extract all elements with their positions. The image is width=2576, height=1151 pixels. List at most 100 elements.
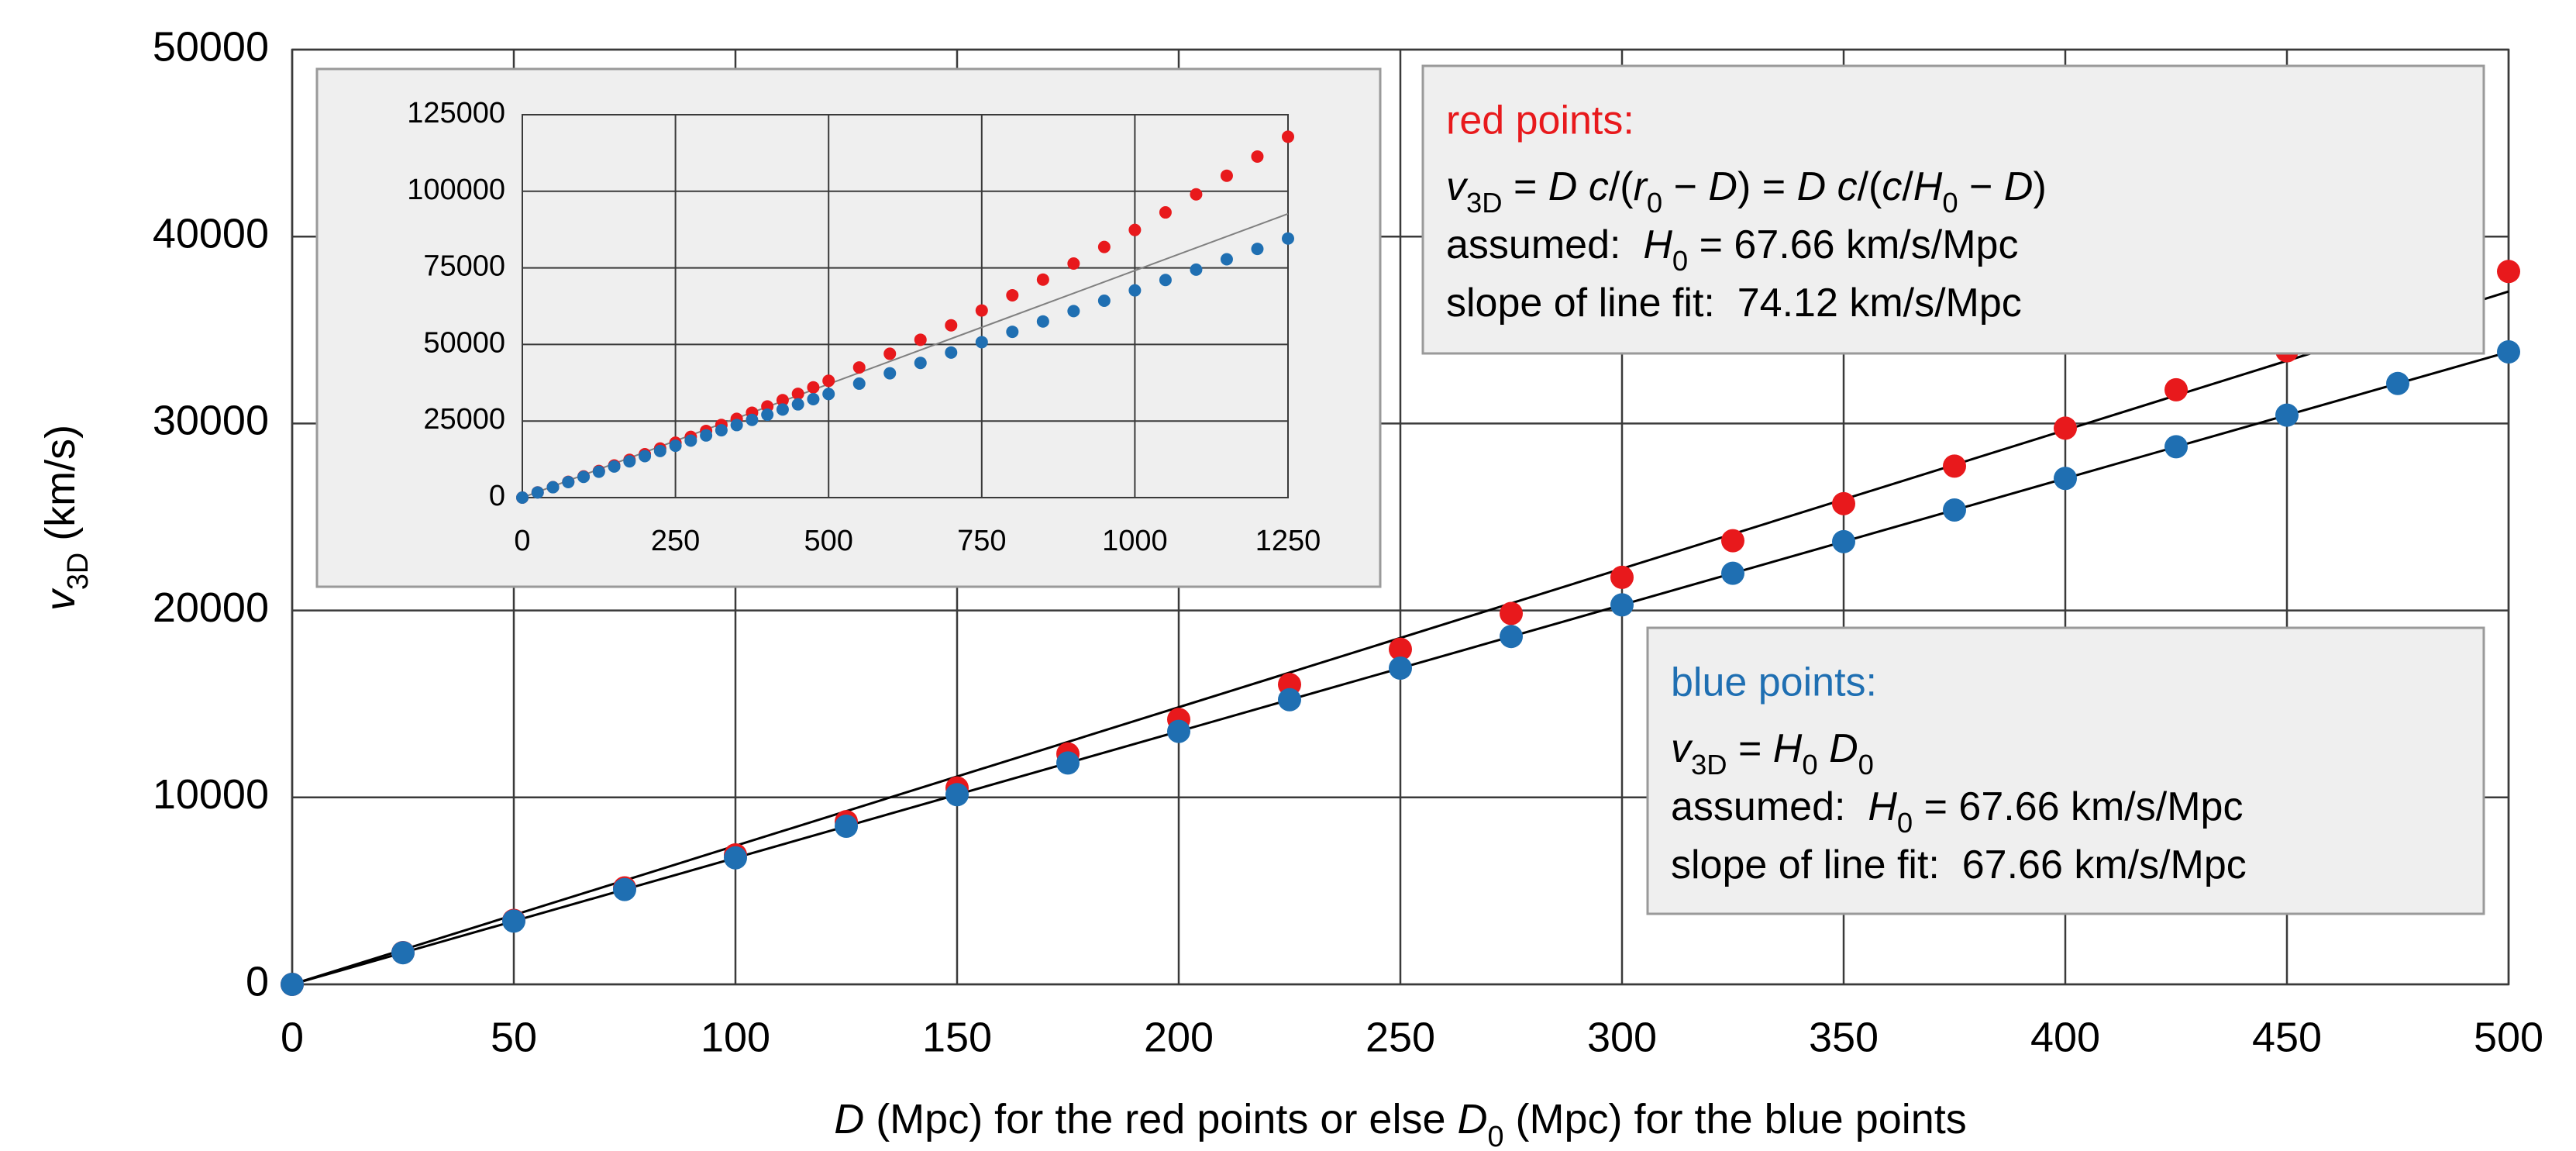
data-point <box>623 455 636 468</box>
text-segment: v <box>1671 726 1693 771</box>
data-point <box>883 367 897 380</box>
x-tick-label: 100 <box>701 1014 770 1060</box>
text-segment: slope of line fit: 74.12 km/s/Mpc <box>1446 281 2022 326</box>
data-point <box>562 475 575 488</box>
text-segment: 3D <box>1466 187 1503 219</box>
plot-frame <box>291 48 2510 986</box>
data-point <box>1389 656 1412 681</box>
data-point <box>1500 601 1523 625</box>
data-point <box>1389 637 1412 661</box>
text-segment: 0 <box>1672 245 1688 277</box>
text-segment: 0 <box>1942 187 1958 219</box>
text-segment: = 67.66 km/s/Mpc <box>1913 784 2243 829</box>
data-point <box>791 398 804 411</box>
x-tick-label: 200 <box>1144 1014 1214 1060</box>
x-tick-label: 1000 <box>1102 525 1168 557</box>
data-point <box>2164 435 2188 459</box>
data-point <box>1006 326 1019 339</box>
text-segment: /( <box>1609 164 1634 209</box>
data-point <box>730 419 743 432</box>
data-point <box>281 973 304 996</box>
text-segment: /( <box>1858 164 1882 209</box>
text-segment: v <box>1446 164 1469 209</box>
text-segment: D <box>2004 164 2034 209</box>
data-point <box>684 434 697 447</box>
data-point <box>546 481 560 494</box>
text-segment: assumed: <box>1446 222 1643 267</box>
text-segment: H <box>1773 726 1803 771</box>
data-point <box>791 388 804 401</box>
annotation-line: slope of line fit: 67.66 km/s/Mpc <box>1671 843 2247 887</box>
x-tick-label: 1250 <box>1255 525 1321 557</box>
text-segment: 0 <box>1488 1121 1504 1151</box>
data-point <box>822 388 835 401</box>
text-segment: r <box>1634 164 1649 209</box>
plot-frame <box>522 114 1289 498</box>
data-point <box>2275 403 2299 427</box>
text-segment <box>1577 164 1588 209</box>
x-tick-label: 400 <box>2030 1014 2100 1060</box>
text-segment: = <box>1727 726 1773 771</box>
text-segment: (Mpc) for the red points or else <box>864 1096 1457 1142</box>
annotation-line: v3D = D c/(r0 − D) = D c/(c/H0 − D) <box>1446 164 2047 219</box>
annotation-line: assumed: H0 = 67.66 km/s/Mpc <box>1671 784 2243 839</box>
data-point <box>1832 491 1855 515</box>
data-point <box>2054 467 2077 491</box>
data-point <box>975 304 988 317</box>
data-point <box>516 491 529 504</box>
data-point <box>715 424 728 437</box>
text-segment: slope of line fit: 67.66 km/s/Mpc <box>1671 843 2247 887</box>
y-tick-label: 40000 <box>153 210 269 257</box>
data-point <box>1036 273 1049 286</box>
data-point <box>746 413 759 426</box>
y-tick-label: 75000 <box>423 250 505 283</box>
data-point <box>2054 416 2077 440</box>
data-point <box>2164 377 2188 401</box>
data-point <box>2497 340 2520 364</box>
y-tick-label: 10000 <box>153 771 269 818</box>
text-segment: assumed: <box>1671 784 1868 829</box>
data-point <box>776 403 789 416</box>
text-segment: c <box>1589 164 1609 209</box>
data-point <box>502 909 525 933</box>
text-segment: = <box>1503 164 1548 209</box>
x-tick-label: 250 <box>1365 1014 1435 1060</box>
data-point <box>608 460 621 473</box>
data-point <box>1159 274 1172 287</box>
text-segment: c <box>1837 164 1858 209</box>
data-point <box>531 486 544 499</box>
text-segment: H <box>1913 164 1943 209</box>
x-tick-label: 0 <box>281 1014 304 1060</box>
data-point <box>852 361 866 374</box>
y-tick-label: 20000 <box>153 584 269 631</box>
data-point <box>1943 454 1966 478</box>
data-point <box>914 333 927 346</box>
text-segment: ) <box>2033 164 2046 209</box>
data-point <box>1943 498 1966 522</box>
text-segment: 3D <box>1691 749 1727 781</box>
data-point <box>1721 561 1744 585</box>
x-tick-label: 750 <box>957 525 1006 557</box>
data-point <box>1832 529 1855 553</box>
y-tick-label: 50000 <box>153 23 269 70</box>
x-tick-label: 50 <box>491 1014 537 1060</box>
data-point <box>1097 294 1111 307</box>
data-point <box>724 846 747 870</box>
data-point <box>1610 593 1634 617</box>
data-point <box>1251 243 1264 256</box>
data-point <box>1500 625 1523 649</box>
text-segment: ) = <box>1737 164 1797 209</box>
x-tick-label: 500 <box>2474 1014 2543 1060</box>
y-tick-label: 100000 <box>407 174 505 206</box>
y-tick-label: 125000 <box>407 97 505 129</box>
data-point <box>1282 130 1294 143</box>
data-point <box>1128 284 1142 297</box>
data-point <box>1190 263 1203 276</box>
data-point <box>1282 232 1294 245</box>
text-segment: 0 <box>1897 807 1913 839</box>
text-segment: 0 <box>1802 749 1817 781</box>
text-segment: / <box>1902 164 1913 209</box>
annotation-box <box>1421 64 2485 355</box>
data-point <box>1067 257 1080 271</box>
